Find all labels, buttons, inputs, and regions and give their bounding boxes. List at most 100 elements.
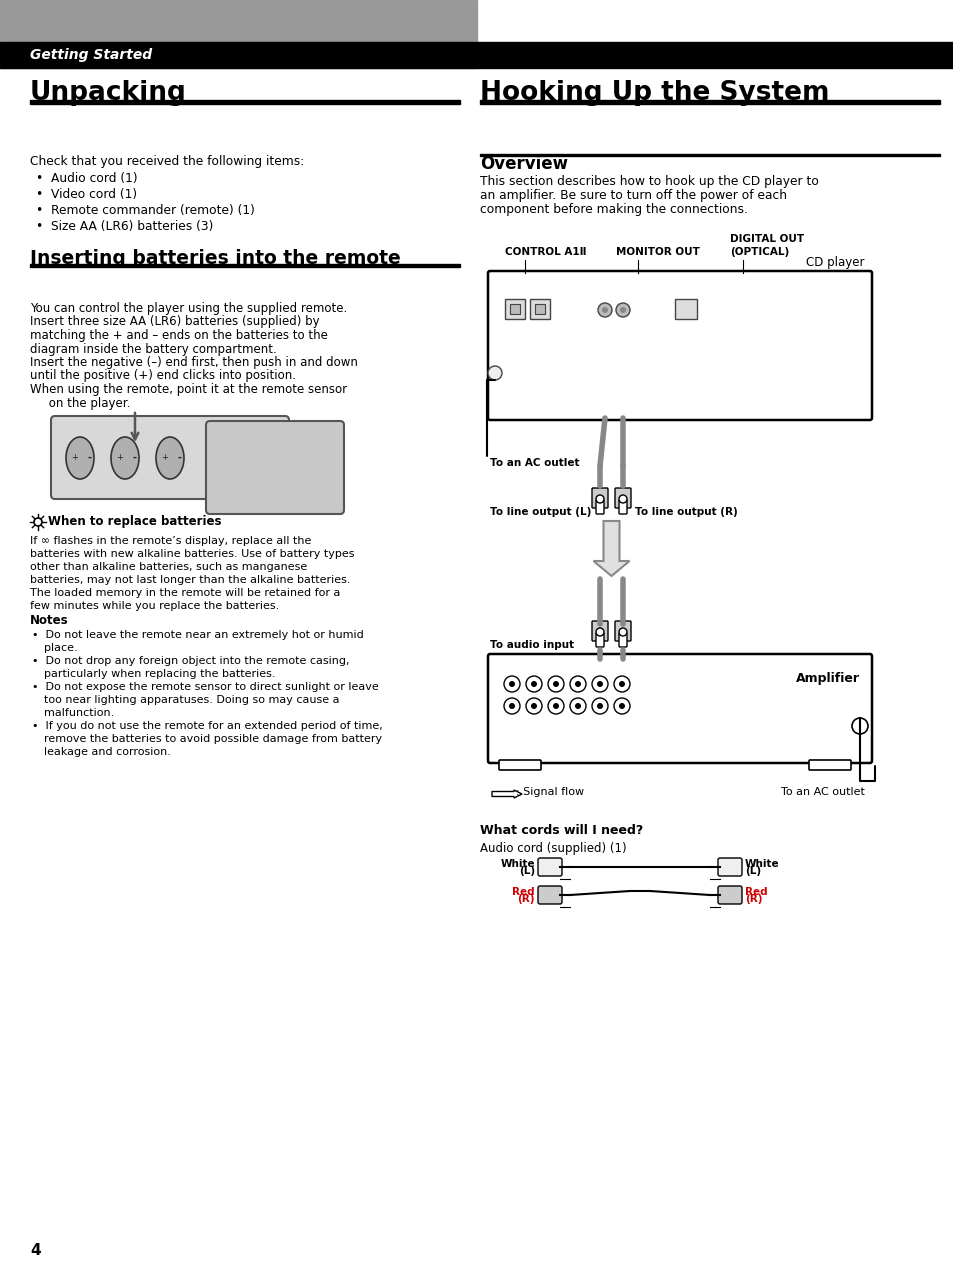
FancyArrow shape [492, 790, 521, 798]
Text: (R): (R) [744, 894, 761, 905]
Bar [504, 299, 524, 318]
Text: (R): (R) [517, 894, 535, 905]
Text: You can control the player using the supplied remote.: You can control the player using the sup… [30, 302, 347, 315]
FancyBboxPatch shape [537, 885, 561, 905]
Text: Unpacking: Unpacking [30, 80, 187, 106]
Text: •  Do not leave the remote near an extremely hot or humid: • Do not leave the remote near an extrem… [32, 631, 363, 640]
FancyBboxPatch shape [615, 620, 630, 641]
FancyBboxPatch shape [498, 761, 540, 769]
Text: Red: Red [512, 887, 535, 897]
Circle shape [596, 628, 603, 636]
Circle shape [592, 698, 607, 713]
Text: •  Video cord (1): • Video cord (1) [36, 189, 137, 201]
Circle shape [598, 303, 612, 317]
Text: •  Do not drop any foreign object into the remote casing,: • Do not drop any foreign object into th… [32, 656, 349, 666]
FancyBboxPatch shape [488, 271, 871, 420]
Text: leakage and corrosion.: leakage and corrosion. [44, 747, 171, 757]
Text: until the positive (+) end clicks into position.: until the positive (+) end clicks into p… [30, 369, 295, 382]
FancyBboxPatch shape [808, 761, 850, 769]
Text: matching the + and – ends on the batteries to the: matching the + and – ends on the batteri… [30, 329, 328, 341]
FancyBboxPatch shape [537, 857, 561, 877]
Circle shape [851, 719, 867, 734]
Text: component before making the connections.: component before making the connections. [479, 203, 747, 217]
FancyBboxPatch shape [618, 633, 626, 647]
Circle shape [509, 703, 515, 710]
Bar [30, 264, 459, 268]
Text: •  Remote commander (remote) (1): • Remote commander (remote) (1) [36, 204, 254, 217]
FancyBboxPatch shape [592, 488, 607, 508]
Text: White: White [500, 859, 535, 869]
Circle shape [531, 682, 537, 687]
FancyBboxPatch shape [592, 620, 607, 641]
Text: Getting Started: Getting Started [30, 48, 152, 62]
Text: This section describes how to hook up the CD player to: This section describes how to hook up th… [479, 175, 818, 189]
Text: few minutes while you replace the batteries.: few minutes while you replace the batter… [30, 601, 279, 612]
Text: Insert three size AA (LR6) batteries (supplied) by: Insert three size AA (LR6) batteries (su… [30, 316, 319, 329]
Text: an amplifier. Be sure to turn off the power of each: an amplifier. Be sure to turn off the po… [479, 189, 786, 203]
Circle shape [575, 703, 580, 710]
FancyBboxPatch shape [51, 417, 289, 499]
Text: •  If you do not use the remote for an extended period of time,: • If you do not use the remote for an ex… [32, 721, 382, 731]
Bar [479, 154, 939, 155]
Text: batteries, may not last longer than the alkaline batteries.: batteries, may not last longer than the … [30, 575, 350, 585]
Text: Insert the negative (–) end first, then push in and down: Insert the negative (–) end first, then … [30, 355, 357, 369]
Text: White: White [744, 859, 779, 869]
Circle shape [618, 682, 624, 687]
Text: : Signal flow: : Signal flow [516, 787, 583, 798]
Circle shape [614, 676, 629, 692]
Circle shape [601, 307, 607, 313]
Circle shape [592, 676, 607, 692]
Bar [510, 304, 519, 313]
Text: (L): (L) [744, 866, 760, 877]
Polygon shape [593, 521, 629, 576]
Bar [675, 299, 697, 318]
Ellipse shape [66, 437, 94, 479]
Bar [535, 304, 544, 313]
Circle shape [616, 303, 629, 317]
Circle shape [596, 496, 603, 503]
Circle shape [34, 519, 42, 526]
Circle shape [525, 676, 541, 692]
Text: on the player.: on the player. [30, 396, 131, 409]
Text: Overview: Overview [479, 155, 567, 173]
FancyBboxPatch shape [718, 885, 741, 905]
Text: malfunction.: malfunction. [44, 708, 114, 719]
Bar [479, 99, 939, 104]
Text: Notes: Notes [30, 614, 69, 627]
Text: -: - [132, 454, 137, 462]
Text: To line output (L): To line output (L) [490, 507, 591, 517]
Circle shape [597, 703, 602, 710]
Text: (L): (L) [518, 866, 535, 877]
Circle shape [619, 307, 625, 313]
Text: To an AC outlet: To an AC outlet [490, 457, 578, 468]
Text: •  Do not expose the remote sensor to direct sunlight or leave: • Do not expose the remote sensor to dir… [32, 682, 378, 692]
Circle shape [509, 682, 515, 687]
Text: too near lighting apparatuses. Doing so may cause a: too near lighting apparatuses. Doing so … [44, 696, 339, 705]
FancyBboxPatch shape [488, 654, 871, 763]
Text: +: + [116, 454, 123, 462]
Bar [0, 42, 953, 68]
Text: other than alkaline batteries, such as manganese: other than alkaline batteries, such as m… [30, 562, 307, 572]
Circle shape [531, 703, 537, 710]
Text: +: + [161, 454, 169, 462]
Text: batteries with new alkaline batteries. Use of battery types: batteries with new alkaline batteries. U… [30, 549, 355, 559]
Ellipse shape [111, 437, 139, 479]
Text: Audio cord (supplied) (1): Audio cord (supplied) (1) [479, 842, 626, 855]
Circle shape [618, 703, 624, 710]
Text: The loaded memory in the remote will be retained for a: The loaded memory in the remote will be … [30, 589, 340, 598]
Text: Inserting batteries into the remote: Inserting batteries into the remote [30, 248, 400, 268]
Circle shape [547, 698, 563, 713]
Circle shape [569, 698, 585, 713]
Circle shape [525, 698, 541, 713]
Text: DIGITAL OUT: DIGITAL OUT [729, 234, 803, 245]
Text: particularly when replacing the batteries.: particularly when replacing the batterie… [44, 669, 275, 679]
Text: •  Size AA (LR6) batteries (3): • Size AA (LR6) batteries (3) [36, 220, 213, 233]
Text: 4: 4 [30, 1243, 41, 1257]
Bar [30, 99, 459, 104]
Circle shape [503, 698, 519, 713]
Text: Check that you received the following items:: Check that you received the following it… [30, 155, 304, 168]
Circle shape [618, 628, 626, 636]
Circle shape [553, 682, 558, 687]
Text: Red: Red [744, 887, 767, 897]
Ellipse shape [156, 437, 184, 479]
